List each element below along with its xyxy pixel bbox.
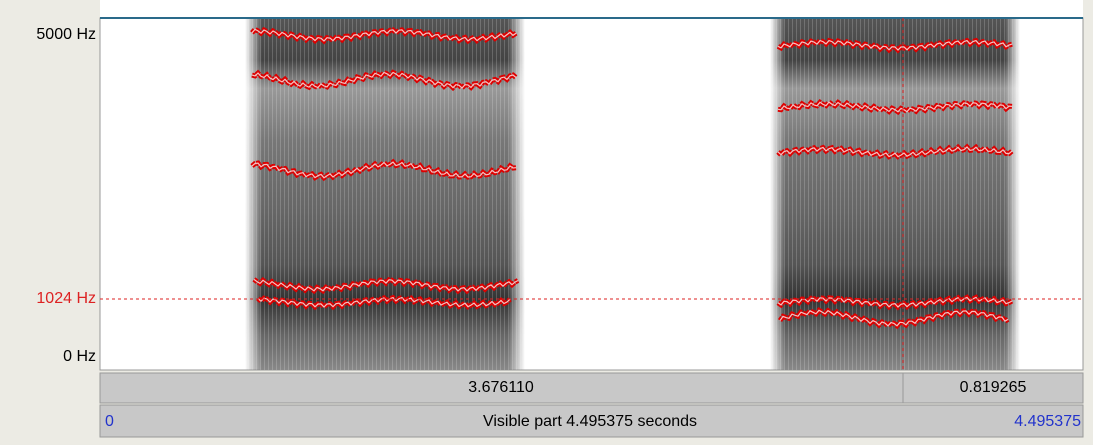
frequency-cursor-label: 1024 Hz: [36, 290, 96, 307]
frequency-bottom-label: 0 Hz: [63, 348, 96, 365]
formant-track: [777, 39, 1013, 51]
visible-end: 4.495375: [1014, 413, 1081, 430]
formant-track: [251, 71, 517, 89]
visible-start: 0: [105, 413, 114, 430]
formant-track: [251, 28, 517, 42]
after-cursor-duration: 0.819265: [960, 379, 1027, 396]
visible-label: Visible part 4.495375 seconds: [483, 413, 697, 430]
formant-track: [257, 296, 511, 308]
formant-track: [253, 278, 519, 292]
formant-track: [251, 161, 517, 179]
formant-track: [779, 309, 1009, 327]
voiced-segment: [770, 18, 1020, 370]
formant-track: [777, 101, 1013, 113]
frequency-top-label: 5000 Hz: [36, 26, 96, 43]
voiced-segment: [245, 18, 525, 370]
selection-duration: 3.676110: [468, 379, 534, 396]
formant-track: [777, 146, 1013, 158]
visible-bar[interactable]: [99, 404, 1084, 438]
after-cursor-bar[interactable]: [902, 372, 1084, 404]
waveform-strip: [100, 0, 1083, 18]
